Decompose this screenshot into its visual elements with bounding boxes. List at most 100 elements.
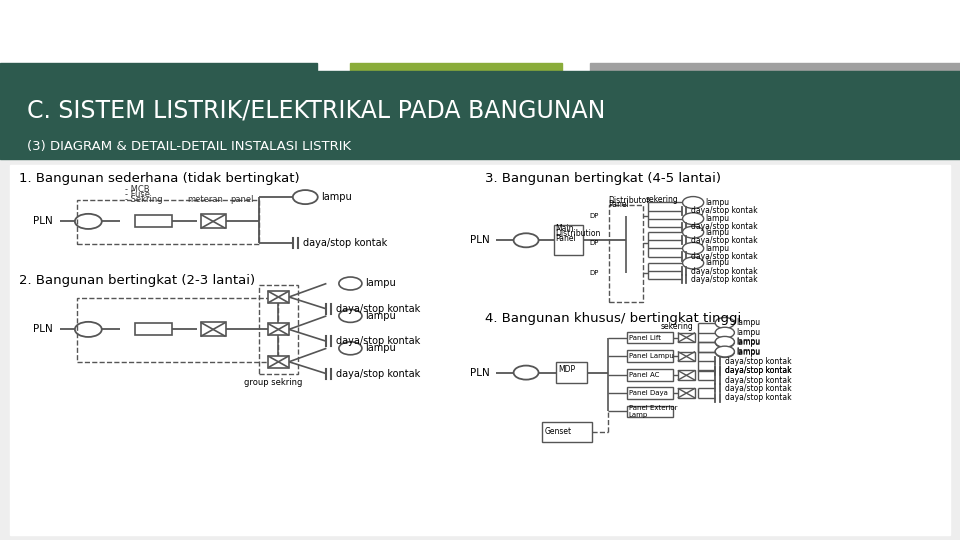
- Text: daya/stop kontak: daya/stop kontak: [691, 267, 757, 275]
- Text: daya/stop kontak: daya/stop kontak: [691, 252, 757, 261]
- Bar: [0, 159, 960, 540]
- Bar: [135, 323, 172, 335]
- Bar: [268, 356, 289, 368]
- Circle shape: [339, 309, 362, 322]
- Bar: [268, 323, 289, 335]
- Circle shape: [339, 277, 362, 290]
- Text: Panel: Panel: [555, 234, 576, 242]
- Circle shape: [75, 214, 102, 229]
- Circle shape: [683, 197, 704, 208]
- Bar: [259, 285, 298, 374]
- Text: daya/stop kontak: daya/stop kontak: [725, 367, 791, 375]
- Text: lampu: lampu: [706, 214, 730, 223]
- Text: PLN: PLN: [469, 368, 490, 377]
- Text: daya/stop kontak: daya/stop kontak: [725, 376, 791, 384]
- Circle shape: [715, 327, 734, 338]
- Text: daya/stop kontak: daya/stop kontak: [725, 357, 791, 366]
- Text: Distribution: Distribution: [555, 229, 600, 238]
- Text: group sekring: group sekring: [245, 378, 302, 387]
- Text: lampu: lampu: [706, 228, 730, 237]
- Text: lampu: lampu: [736, 338, 760, 346]
- Bar: [627, 350, 673, 362]
- Bar: [627, 406, 673, 417]
- Bar: [201, 322, 226, 336]
- Text: lampu: lampu: [365, 279, 396, 288]
- Bar: [0, 71, 960, 159]
- Text: lampu: lampu: [736, 319, 760, 327]
- Text: Panel Lift: Panel Lift: [629, 334, 660, 341]
- Bar: [0, 0, 960, 63]
- Text: DP: DP: [589, 240, 599, 246]
- Text: Distributor: Distributor: [609, 197, 650, 205]
- Text: (3) DIAGRAM & DETAIL-DETAIL INSTALASI LISTRIK: (3) DIAGRAM & DETAIL-DETAIL INSTALASI LI…: [27, 140, 351, 153]
- Text: Panel Lampu: Panel Lampu: [629, 353, 674, 360]
- Text: lampu: lampu: [365, 311, 396, 321]
- Text: Panel: Panel: [609, 200, 630, 209]
- Circle shape: [683, 242, 704, 254]
- Text: - MCB: - MCB: [125, 185, 150, 193]
- Circle shape: [715, 347, 734, 357]
- Text: Genset: Genset: [544, 428, 571, 436]
- Bar: [0, 63, 317, 71]
- Text: panel: panel: [230, 195, 253, 204]
- Text: meteran: meteran: [187, 195, 223, 204]
- Text: 4. Bangunan khusus/ bertingkat tinggi: 4. Bangunan khusus/ bertingkat tinggi: [485, 312, 741, 325]
- Text: daya/stop kontak: daya/stop kontak: [691, 275, 757, 284]
- Text: PLN: PLN: [33, 217, 53, 226]
- Bar: [627, 332, 673, 343]
- Text: lampu: lampu: [736, 338, 760, 347]
- Text: Panel AC: Panel AC: [629, 372, 660, 379]
- Text: lampu: lampu: [321, 192, 351, 202]
- Text: DP: DP: [589, 213, 599, 219]
- Text: daya/stop kontak: daya/stop kontak: [336, 336, 420, 346]
- Text: PLN: PLN: [469, 235, 490, 245]
- Text: PLN: PLN: [33, 325, 53, 334]
- Circle shape: [514, 233, 539, 247]
- Circle shape: [75, 322, 102, 337]
- Bar: [627, 387, 673, 399]
- Text: lampu: lampu: [706, 244, 730, 253]
- Circle shape: [683, 213, 704, 225]
- Text: - Sekring: - Sekring: [125, 195, 162, 204]
- Bar: [350, 63, 562, 71]
- Text: Panel Daya: Panel Daya: [629, 390, 667, 396]
- Text: - Fuse: - Fuse: [125, 190, 150, 199]
- Text: daya/stop kontak: daya/stop kontak: [691, 222, 757, 231]
- Text: sekering: sekering: [645, 195, 678, 204]
- Bar: [627, 369, 673, 381]
- Text: daya/stop kontak: daya/stop kontak: [691, 206, 757, 215]
- Text: Panel Exterior
Lamp: Panel Exterior Lamp: [629, 405, 678, 418]
- Circle shape: [715, 346, 734, 357]
- Bar: [77, 298, 278, 362]
- Bar: [556, 362, 587, 383]
- Text: daya/stop kontak: daya/stop kontak: [725, 394, 791, 402]
- Circle shape: [683, 257, 704, 269]
- Text: daya/stop kontak: daya/stop kontak: [725, 366, 791, 375]
- Text: daya/stop kontak: daya/stop kontak: [336, 369, 420, 379]
- Bar: [590, 63, 960, 71]
- Circle shape: [683, 226, 704, 238]
- Text: 2. Bangunan bertingkat (2-3 lantai): 2. Bangunan bertingkat (2-3 lantai): [19, 274, 255, 287]
- Bar: [268, 291, 289, 303]
- Bar: [554, 225, 583, 255]
- Text: 3. Bangunan bertingkat (4-5 lantai): 3. Bangunan bertingkat (4-5 lantai): [485, 172, 721, 185]
- Circle shape: [293, 190, 318, 204]
- Text: lampu: lampu: [736, 348, 760, 356]
- Text: lampu: lampu: [706, 259, 730, 267]
- Text: lampu: lampu: [736, 347, 760, 356]
- Bar: [678, 352, 695, 361]
- Text: lampu: lampu: [365, 343, 396, 353]
- Bar: [542, 422, 592, 442]
- Circle shape: [339, 342, 362, 355]
- Text: lampu: lampu: [706, 198, 730, 207]
- Text: DP: DP: [589, 269, 599, 276]
- Text: daya/stop kontak: daya/stop kontak: [336, 304, 420, 314]
- Circle shape: [715, 337, 734, 348]
- Bar: [10, 165, 950, 535]
- Text: MDP: MDP: [558, 366, 575, 374]
- Text: C. SISTEM LISTRIK/ELEKTRIKAL PADA BANGUNAN: C. SISTEM LISTRIK/ELEKTRIKAL PADA BANGUN…: [27, 99, 605, 123]
- Bar: [609, 205, 643, 302]
- Circle shape: [514, 366, 539, 380]
- Text: daya/stop kontak: daya/stop kontak: [691, 236, 757, 245]
- Bar: [678, 333, 695, 342]
